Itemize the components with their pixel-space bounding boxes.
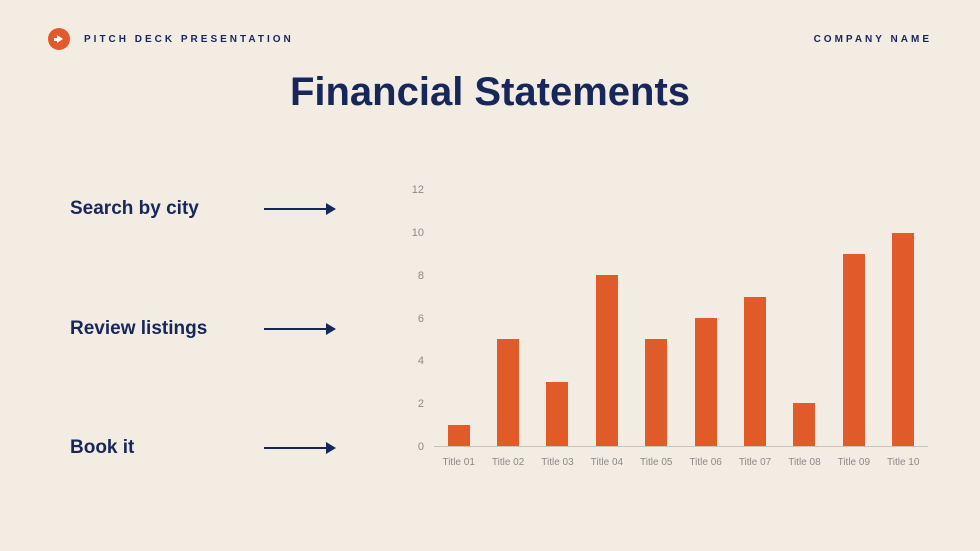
bar [546, 382, 568, 446]
y-tick-label: 6 [418, 313, 424, 325]
arrow-right-icon [264, 328, 334, 330]
x-tick-label: Title 09 [832, 451, 876, 471]
steps-column: Search by city Review listings Book it [70, 190, 380, 471]
step-label: Search by city [70, 198, 240, 220]
step-row: Search by city [70, 198, 380, 220]
header-left-text: PITCH DECK PRESENTATION [84, 34, 294, 45]
y-axis: 024681012 [400, 190, 430, 447]
bar [645, 339, 667, 446]
y-tick-label: 12 [412, 184, 424, 196]
x-tick-label: Title 02 [486, 451, 530, 471]
header-right-text: COMPANY NAME [814, 34, 932, 45]
step-row: Review listings [70, 318, 380, 340]
arrow-right-icon [264, 447, 334, 449]
x-tick-label: Title 03 [535, 451, 579, 471]
y-tick-label: 4 [418, 355, 424, 367]
x-tick-label: Title 10 [881, 451, 925, 471]
x-axis-labels: Title 01Title 02Title 03 Title 04Title 05… [434, 451, 928, 471]
header: PITCH DECK PRESENTATION COMPANY NAME [48, 28, 932, 50]
bar [892, 233, 914, 446]
bar [596, 275, 618, 446]
step-row: Book it [70, 437, 380, 459]
content: Search by city Review listings Book it 0 2 4… [70, 190, 932, 471]
chart-plot [434, 190, 928, 447]
y-tick-label: 8 [418, 270, 424, 282]
header-left: PITCH DECK PRESENTATION [48, 28, 294, 50]
page-title: Financial Statements [0, 70, 980, 115]
bar [744, 297, 766, 446]
x-tick-label: Title 01 [437, 451, 481, 471]
x-tick-label: Title 07 [733, 451, 777, 471]
y-tick-label: 10 [412, 227, 424, 239]
bar-chart: 024681012 Title 01Title 02Title 03Title … [400, 190, 932, 471]
bar [448, 425, 470, 446]
x-tick-label: Title 05 [634, 451, 678, 471]
arrow-right-icon [57, 35, 63, 43]
bar [843, 254, 865, 446]
bar [497, 339, 519, 446]
bar [695, 318, 717, 446]
step-label: Book it [70, 437, 240, 459]
step-label: Review listings [70, 318, 240, 340]
y-tick-label: 2 [418, 398, 424, 410]
y-tick-label: 0 [418, 441, 424, 453]
x-tick-label: Title 08 [782, 451, 826, 471]
x-tick-label: Title 06 [684, 451, 728, 471]
bar [793, 403, 815, 446]
arrow-right-icon [264, 208, 334, 210]
x-tick-label: Title 04 [585, 451, 629, 471]
logo-icon [48, 28, 70, 50]
